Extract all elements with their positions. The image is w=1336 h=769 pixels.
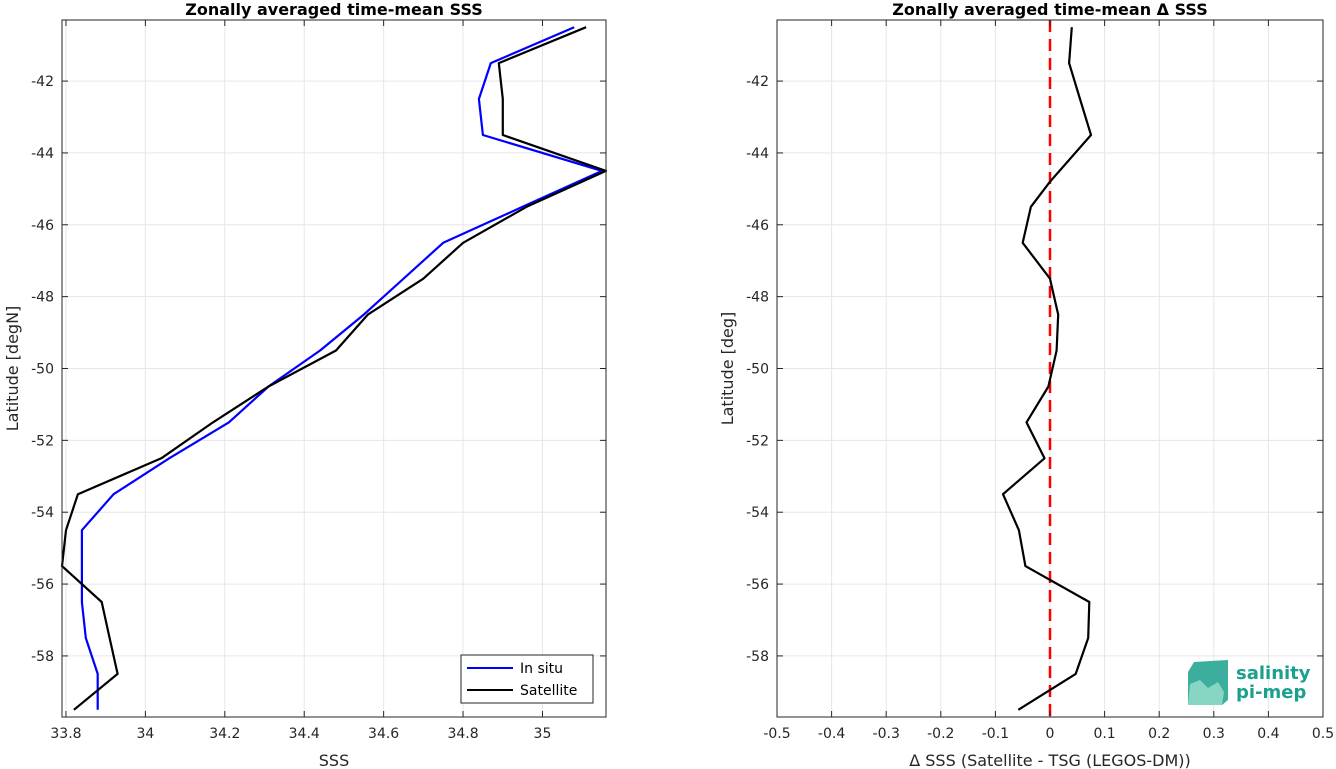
logo-text-pi-mep: pi-mep <box>1236 682 1306 703</box>
plot1-x-tick-label: 0.3 <box>1203 726 1225 742</box>
plot1-x-tick-label: 0.2 <box>1148 726 1170 742</box>
plot1-y-axis-label: Latitude [deg] <box>718 312 737 426</box>
plot0-y-axis-label: Latitude [degN] <box>3 306 22 432</box>
plot1-x-tick-label: 0.5 <box>1312 726 1334 742</box>
plot1-x-axis-label: Δ SSS (Satellite - TSG (LEGOS-DM)) <box>909 751 1191 769</box>
legend: In situ Satellite <box>460 654 594 704</box>
legend-box <box>460 654 594 704</box>
sss-plot: 33.8 34 34.2 34.4 34.6 34.8 35 -42 -44 -46 -48 -50 -… <box>3 0 608 769</box>
plot0-y-tick-label: -50 <box>31 362 54 378</box>
plot1-x-tick-label: -0.3 <box>873 726 900 742</box>
plot0-x-tick-label: 34.4 <box>289 726 320 742</box>
plot1-x-tick-label: -0.1 <box>982 726 1009 742</box>
plot1-x-tick-label: 0.4 <box>1257 726 1279 742</box>
plot1-x-tick-label: -0.2 <box>927 726 954 742</box>
plot0-y-tick-label: -42 <box>31 74 54 90</box>
plot1-y-tick-label: -56 <box>746 577 769 593</box>
plot0-x-tick-label: 33.8 <box>50 726 81 742</box>
plot0-x-tick-label: 34.2 <box>209 726 240 742</box>
plot1-y-tick-label: -58 <box>746 649 769 665</box>
plot1-x-tick-label: -0.5 <box>763 726 790 742</box>
logo-wave-light <box>1188 680 1224 705</box>
plot0-x-tick-label: 34.8 <box>447 726 478 742</box>
salinity-pi-mep-logo: salinity pi-mep <box>1188 660 1311 705</box>
plot0-series-line-1 <box>60 26 608 711</box>
plot0-x-tick-label: 34.6 <box>368 726 399 742</box>
plot0-y-tick-label: -56 <box>31 577 54 593</box>
plot1-y-tick-label: -54 <box>746 505 769 521</box>
plot1-x-tick-label: -0.4 <box>818 726 845 742</box>
plot0-y-tick-label: -58 <box>31 649 54 665</box>
delta-sss-plot: -0.5 -0.4 -0.3 -0.2 -0.1 0 0.1 0.2 0.3 0.4 0.5 -42 -… <box>718 0 1334 769</box>
plot0-title: Zonally averaged time-mean SSS <box>185 0 483 19</box>
plot0-x-axis-label: SSS <box>319 751 349 769</box>
legend-label-in-situ: In situ <box>520 661 563 677</box>
plot1-x-tick-label: 0 <box>1046 726 1055 742</box>
logo-text-salinity: salinity <box>1236 663 1311 684</box>
plot1-x-tick-label: 0.1 <box>1093 726 1115 742</box>
plot1-y-tick-label: -44 <box>746 146 769 162</box>
plot0-y-tick-label: -44 <box>31 146 54 162</box>
legend-label-satellite: Satellite <box>520 683 577 699</box>
plot1-y-tick-label: -50 <box>746 362 769 378</box>
plot0-y-tick-label: -46 <box>31 218 54 234</box>
plot1-series-line-0 <box>1001 27 1093 711</box>
plot0-x-tick-label: 34 <box>136 726 154 742</box>
plot0-x-tick-label: 35 <box>534 726 552 742</box>
plot0-y-tick-label: -48 <box>31 290 54 306</box>
plot1-y-tick-label: -52 <box>746 433 769 449</box>
plot1-y-tick-label: -48 <box>746 290 769 306</box>
plot1-title: Zonally averaged time-mean Δ SSS <box>892 0 1208 19</box>
plot0-y-tick-label: -52 <box>31 433 54 449</box>
plot1-y-tick-label: -42 <box>746 74 769 90</box>
plot1-y-tick-label: -46 <box>746 218 769 234</box>
plot0-y-tick-label: -54 <box>31 505 54 521</box>
